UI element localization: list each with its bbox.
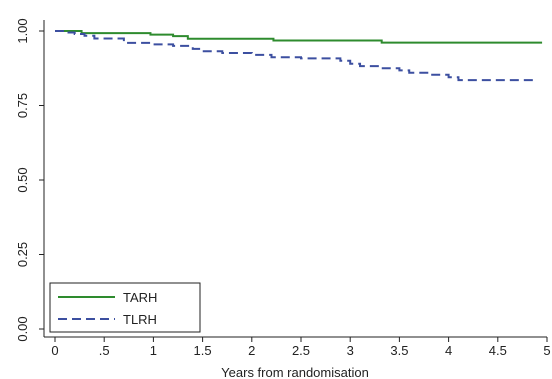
x-tick-label: 4 — [445, 343, 452, 358]
axes: 0 .5 1 1.5 2 2.5 3 3.5 4 4.5 5 0.00 0.25 0.50 0.75 1.00 — [15, 18, 551, 358]
x-tick-label: 3.5 — [390, 343, 408, 358]
x-tick-label: 2.5 — [292, 343, 310, 358]
y-tick-label: 1.00 — [15, 18, 30, 43]
series-line-tlrh — [55, 30, 538, 82]
y-tick-label: 0.50 — [15, 167, 30, 192]
x-tick-label: 5 — [543, 343, 550, 358]
y-tick-label: 0.25 — [15, 242, 30, 267]
series-line-tarh — [55, 30, 543, 44]
x-tick-label: 1 — [150, 343, 157, 358]
x-tick-label: 3 — [347, 343, 354, 358]
y-tick-label: 0.00 — [15, 316, 30, 341]
x-tick-label: 2 — [248, 343, 255, 358]
x-tick-label: 0 — [51, 343, 58, 358]
plot-area — [55, 30, 543, 82]
legend-label-tarh: TARH — [123, 290, 157, 305]
x-tick-label: .5 — [99, 343, 110, 358]
x-tick-label: 4.5 — [489, 343, 507, 358]
x-axis-label: Years from randomisation — [221, 365, 369, 379]
y-tick-label: 0.75 — [15, 93, 30, 118]
x-tick-label: 1.5 — [194, 343, 212, 358]
legend-box — [49, 282, 201, 333]
legend: TARH TLRH — [49, 282, 201, 333]
legend-label-tlrh: TLRH — [123, 312, 157, 327]
